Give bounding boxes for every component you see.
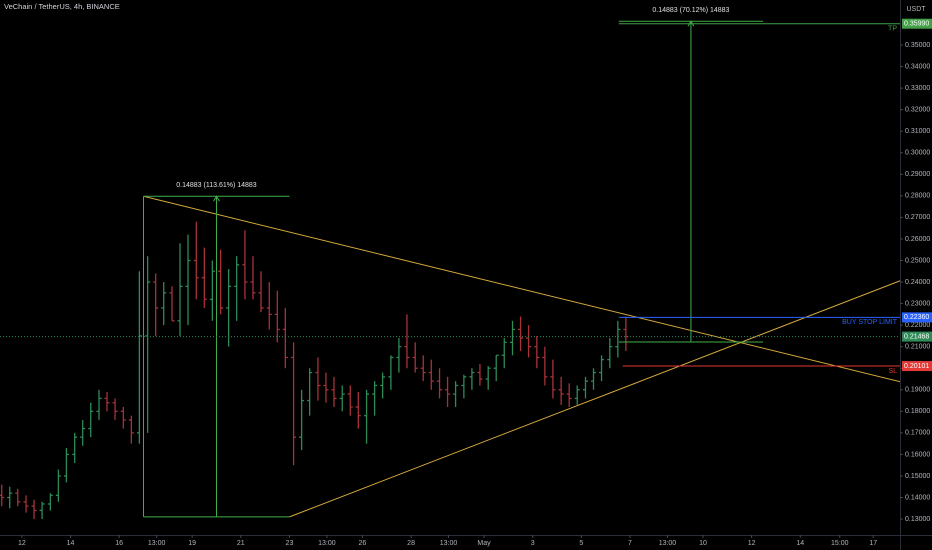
y-tick-label: 0.18000 (905, 408, 930, 415)
x-tick-label: 15:00 (831, 540, 849, 547)
y-tick-label: 0.35000 (905, 42, 930, 49)
y-tick-label: 0.25000 (905, 257, 930, 264)
x-tick-label: 10 (699, 540, 707, 547)
x-tick-label: 13:00 (440, 540, 458, 547)
x-tick-label: 14 (796, 540, 804, 547)
trendline (289, 280, 900, 518)
measure-arrowhead (687, 20, 695, 27)
x-tick-label: 12 (18, 540, 26, 547)
plot-area: 0.14883 (113.61%) 14883 0.14883 (70.12%) … (0, 7, 900, 520)
x-tick-label: 16 (115, 540, 123, 547)
x-tick-label: 3 (531, 540, 535, 547)
x-tick-label: 23 (286, 540, 294, 547)
x-tick-label: 17 (869, 540, 877, 547)
measure-label: 0.14883 (70.12%) 14883 (652, 7, 729, 14)
axes: 0.13000 0.14000 0.15000 0.16000 0.17000 0.180… (18, 18, 932, 547)
order-tag (902, 18, 932, 29)
y-tick-label: 0.24000 (905, 279, 930, 286)
y-tick-label: 0.26000 (905, 236, 930, 243)
y-tick-label: 0.19000 (905, 387, 930, 394)
x-tick-label: 5 (579, 540, 583, 547)
price-tag (902, 331, 932, 342)
y-tick-label: 0.22000 (905, 322, 930, 329)
x-tick-label: 28 (407, 540, 415, 547)
y-tick-label: 0.23000 (905, 300, 930, 307)
x-tick-label: 26 (359, 540, 367, 547)
y-tick-label: 0.32000 (905, 107, 930, 114)
measure-arrowhead (213, 195, 220, 202)
currency-label: USDT (906, 6, 926, 13)
order-name: BUY STOP LIMIT (842, 319, 898, 326)
x-tick-label: 13:00 (148, 540, 166, 547)
x-tick-label: 13:00 (318, 540, 336, 547)
y-tick-label: 0.33000 (905, 85, 930, 92)
y-tick-label: 0.21000 (905, 344, 930, 351)
order-tag-label: 0.22360 (904, 314, 929, 321)
y-tick-label: 0.16000 (905, 451, 930, 458)
measure-label: 0.14883 (113.61%) 14883 (176, 182, 257, 189)
order-tag (902, 312, 932, 323)
y-tick-label: 0.34000 (905, 63, 930, 70)
order-tag (902, 361, 932, 372)
symbol-title: VeChain / TetherUS, 4h, BINANCE (4, 2, 120, 11)
order-tag-label: 0.20101 (904, 363, 929, 370)
x-tick-label: 14 (67, 540, 75, 547)
y-tick-label: 0.14000 (905, 494, 930, 501)
x-tick-label: May (477, 540, 491, 547)
order-name: TP (888, 26, 897, 33)
y-tick-label: 0.30000 (905, 150, 930, 157)
order-tag-label: 0.35990 (904, 21, 929, 28)
y-tick-label: 0.13000 (905, 516, 930, 523)
x-tick-label: 12 (748, 540, 756, 547)
y-tick-label: 0.17000 (905, 430, 930, 437)
y-tick-label: 0.15000 (905, 473, 930, 480)
x-tick-label: 19 (188, 540, 196, 547)
trendline (143, 195, 900, 383)
x-tick-label: 7 (628, 540, 632, 547)
y-tick-label: 0.27000 (905, 214, 930, 221)
order-name: SL (888, 368, 897, 375)
y-tick-label: 0.31000 (905, 128, 930, 135)
y-tick-label: 0.28000 (905, 193, 930, 200)
price-tag-label: 0.21468 (904, 333, 929, 340)
x-tick-label: 21 (237, 540, 245, 547)
x-tick-label: 13:00 (659, 540, 677, 547)
y-tick-label: 0.29000 (905, 171, 930, 178)
